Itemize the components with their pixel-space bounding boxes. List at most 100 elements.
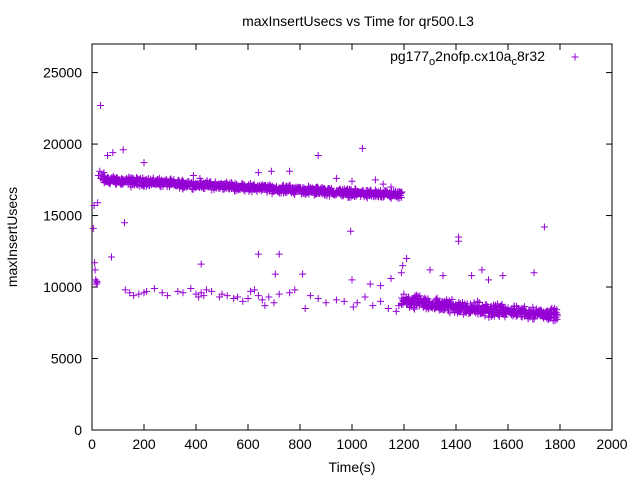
legend: pg177o2nofp.cx10ac8r32	[390, 48, 579, 68]
data-point	[230, 294, 238, 302]
data-point	[254, 250, 262, 258]
data-point	[485, 276, 492, 284]
data-point	[545, 315, 553, 323]
plot-frame	[91, 43, 613, 431]
x-tick-label: 1400	[440, 436, 471, 452]
data-point	[371, 176, 379, 184]
data-point	[301, 304, 309, 312]
data-point	[156, 174, 164, 182]
data-point	[195, 293, 203, 301]
data-point	[163, 292, 171, 300]
data-point	[395, 194, 403, 202]
data-point	[377, 297, 385, 305]
data-point	[119, 146, 127, 154]
data-point	[150, 284, 158, 292]
data-point	[377, 282, 385, 290]
data-point	[395, 302, 403, 310]
x-tick-label: 800	[288, 436, 312, 452]
data-point	[187, 284, 195, 292]
x-axis: 0 200 400 600 800 1000 1200 1400 1600 1800 2000	[88, 44, 628, 452]
data-point	[223, 292, 231, 300]
data-point	[89, 224, 97, 232]
x-axis-label: Time(s)	[329, 459, 376, 475]
data-point	[140, 289, 148, 297]
data-point	[196, 174, 204, 182]
data-point	[93, 279, 101, 287]
data-point	[332, 174, 340, 182]
x-tick-label: 1200	[388, 436, 419, 452]
data-point	[90, 202, 98, 210]
data-point	[286, 167, 294, 175]
data-point	[265, 293, 273, 301]
data-point	[455, 237, 463, 245]
data-point	[553, 312, 561, 320]
data-point	[261, 302, 269, 310]
data-point	[332, 296, 340, 304]
data-point	[105, 179, 113, 187]
data-point	[552, 309, 560, 317]
data-point	[127, 183, 135, 191]
data-point	[530, 315, 538, 323]
data-point	[275, 250, 283, 258]
data-point	[299, 270, 307, 278]
data-point	[91, 259, 99, 267]
data-point	[358, 144, 366, 152]
data-point	[254, 292, 262, 300]
data-point	[93, 277, 101, 285]
series-points	[89, 101, 561, 325]
data-point	[403, 254, 411, 262]
data-point	[314, 294, 322, 302]
data-point	[258, 296, 266, 304]
data-point	[349, 303, 357, 311]
data-point	[540, 223, 548, 231]
x-tick-label: 2000	[596, 436, 627, 452]
data-point	[104, 152, 112, 160]
x-tick-label: 200	[132, 436, 156, 452]
data-point	[286, 289, 294, 297]
data-point	[200, 292, 208, 300]
data-point	[218, 290, 226, 298]
legend-label: pg177o2nofp.cx10ac8r32	[390, 48, 545, 68]
data-point	[347, 227, 355, 235]
data-point	[91, 266, 99, 274]
data-point	[446, 309, 454, 317]
data-point	[271, 270, 279, 278]
data-point	[499, 272, 507, 280]
data-point	[340, 297, 348, 305]
data-point	[397, 189, 405, 197]
data-point	[314, 152, 322, 160]
data-point	[348, 177, 356, 185]
data-point	[140, 159, 148, 167]
data-point	[270, 299, 278, 307]
data-point	[405, 293, 413, 301]
data-point	[239, 297, 247, 305]
data-point	[130, 292, 138, 300]
data-point	[208, 287, 216, 295]
data-point	[416, 292, 424, 300]
data-point	[291, 286, 299, 294]
data-point	[361, 293, 369, 301]
data-point	[179, 289, 187, 297]
y-tick-label: 20000	[43, 136, 82, 152]
data-point	[100, 169, 108, 177]
y-tick-label: 25000	[43, 65, 82, 81]
data-point	[399, 262, 407, 270]
y-axis: 0 5000 10000 15000 20000 25000	[43, 65, 612, 438]
chart-title: maxInsertUsecs vs Time for qr500.L3	[242, 13, 474, 29]
x-tick-label: 1800	[544, 436, 575, 452]
data-point	[135, 290, 143, 298]
data-point	[254, 169, 262, 177]
data-point	[92, 280, 100, 288]
data-point	[244, 294, 252, 302]
data-point	[251, 286, 258, 294]
y-axis-label: maxInsertUsecs	[4, 187, 20, 287]
y-tick-label: 15000	[43, 208, 82, 224]
data-point	[109, 149, 117, 157]
data-point	[231, 179, 239, 187]
data-point	[353, 299, 361, 307]
data-point	[366, 280, 374, 288]
data-point	[97, 101, 105, 109]
data-point	[189, 172, 197, 180]
data-point	[478, 266, 486, 274]
